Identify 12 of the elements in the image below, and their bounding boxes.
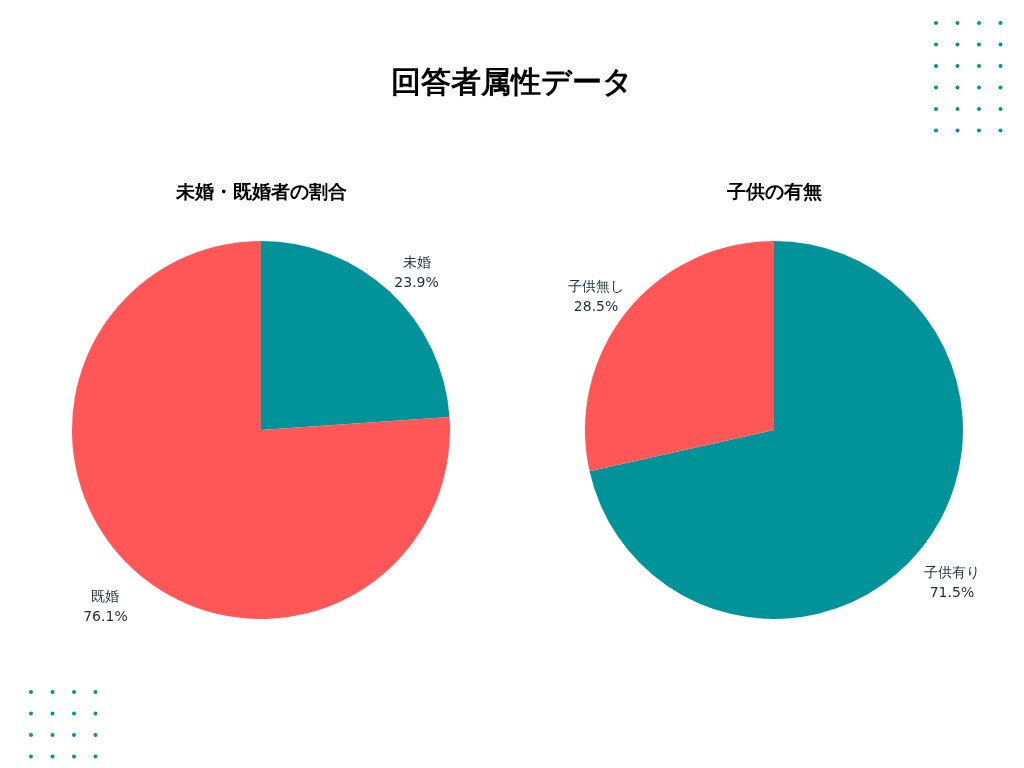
slice-label: 子供有り bbox=[923, 563, 980, 580]
data-label: 76.1% bbox=[83, 607, 128, 624]
chart-title: 子供の有無 bbox=[725, 180, 822, 202]
data-label: 28.5% bbox=[573, 298, 619, 315]
pie-slice bbox=[261, 241, 450, 430]
data-label: 71.5% bbox=[929, 583, 975, 600]
slice-label: 子供無し bbox=[568, 278, 625, 295]
slice-label: 未婚 bbox=[402, 254, 431, 271]
pie-slice bbox=[72, 241, 450, 619]
slice-label: 既婚 bbox=[91, 587, 120, 604]
data-label: 23.9% bbox=[394, 274, 439, 291]
text: 回答者属性データ bbox=[390, 63, 634, 101]
